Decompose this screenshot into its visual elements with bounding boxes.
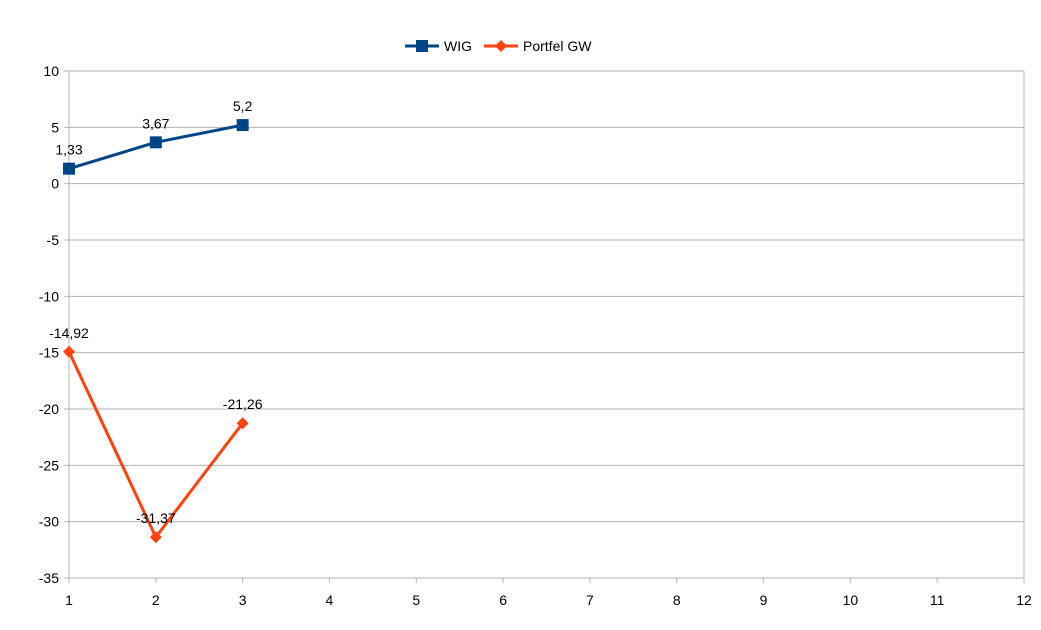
y-tick-label: 5 [51,119,59,135]
y-tick-label: 10 [43,63,59,79]
legend-item-wig: WIG [405,38,472,54]
y-tick-label: -20 [39,401,59,417]
data-label-wig: 5,2 [233,98,253,114]
data-label-portfel-gw: -21,26 [223,396,263,412]
data-label-wig: 3,67 [142,115,169,131]
x-tick-label: 1 [65,592,73,608]
x-tick-label: 11 [930,592,945,608]
legend-label: Portfel GW [523,38,592,54]
data-point-wig [236,119,249,132]
x-tick-label: 12 [1016,592,1032,608]
legend-swatch-marker [416,40,428,52]
x-tick-label: 3 [239,592,247,608]
x-tick-label: 9 [760,592,768,608]
grid-lines [69,70,1024,579]
y-tick-label: -25 [39,457,59,473]
legend: WIG Portfel GW [405,38,592,54]
x-tick-label: 7 [586,592,594,608]
legend-label: WIG [444,38,472,54]
x-tick-label: 6 [499,592,507,608]
data-point-portfel-gw [63,345,75,358]
x-tick-label: 8 [673,592,681,608]
series-lines [63,119,249,544]
y-tick-label: -35 [39,570,59,586]
data-label-wig: 1,33 [55,142,82,158]
x-tick-label: 2 [152,592,160,608]
data-label-portfel-gw: -31,37 [136,510,176,526]
x-tick-label: 4 [326,592,334,608]
y-tick-label: -10 [39,288,59,304]
x-tick-label: 10 [843,592,859,608]
data-point-wig [63,162,75,175]
y-tick-label: -15 [39,345,59,361]
legend-swatch-marker [495,40,507,52]
data-point-wig [149,136,162,149]
data-labels: 1,33 3,67 5,2 -14,92 -31,37 -21,26 [49,98,263,526]
data-label-portfel-gw: -14,92 [49,325,89,341]
y-tick-label: 0 [51,176,59,192]
x-tick-label: 5 [412,592,420,608]
y-tick-label: -30 [39,514,59,530]
legend-item-portfel-gw: Portfel GW [484,38,592,54]
data-point-portfel-gw [236,417,249,430]
data-point-portfel-gw [149,531,162,544]
y-tick-label: -5 [47,232,60,248]
